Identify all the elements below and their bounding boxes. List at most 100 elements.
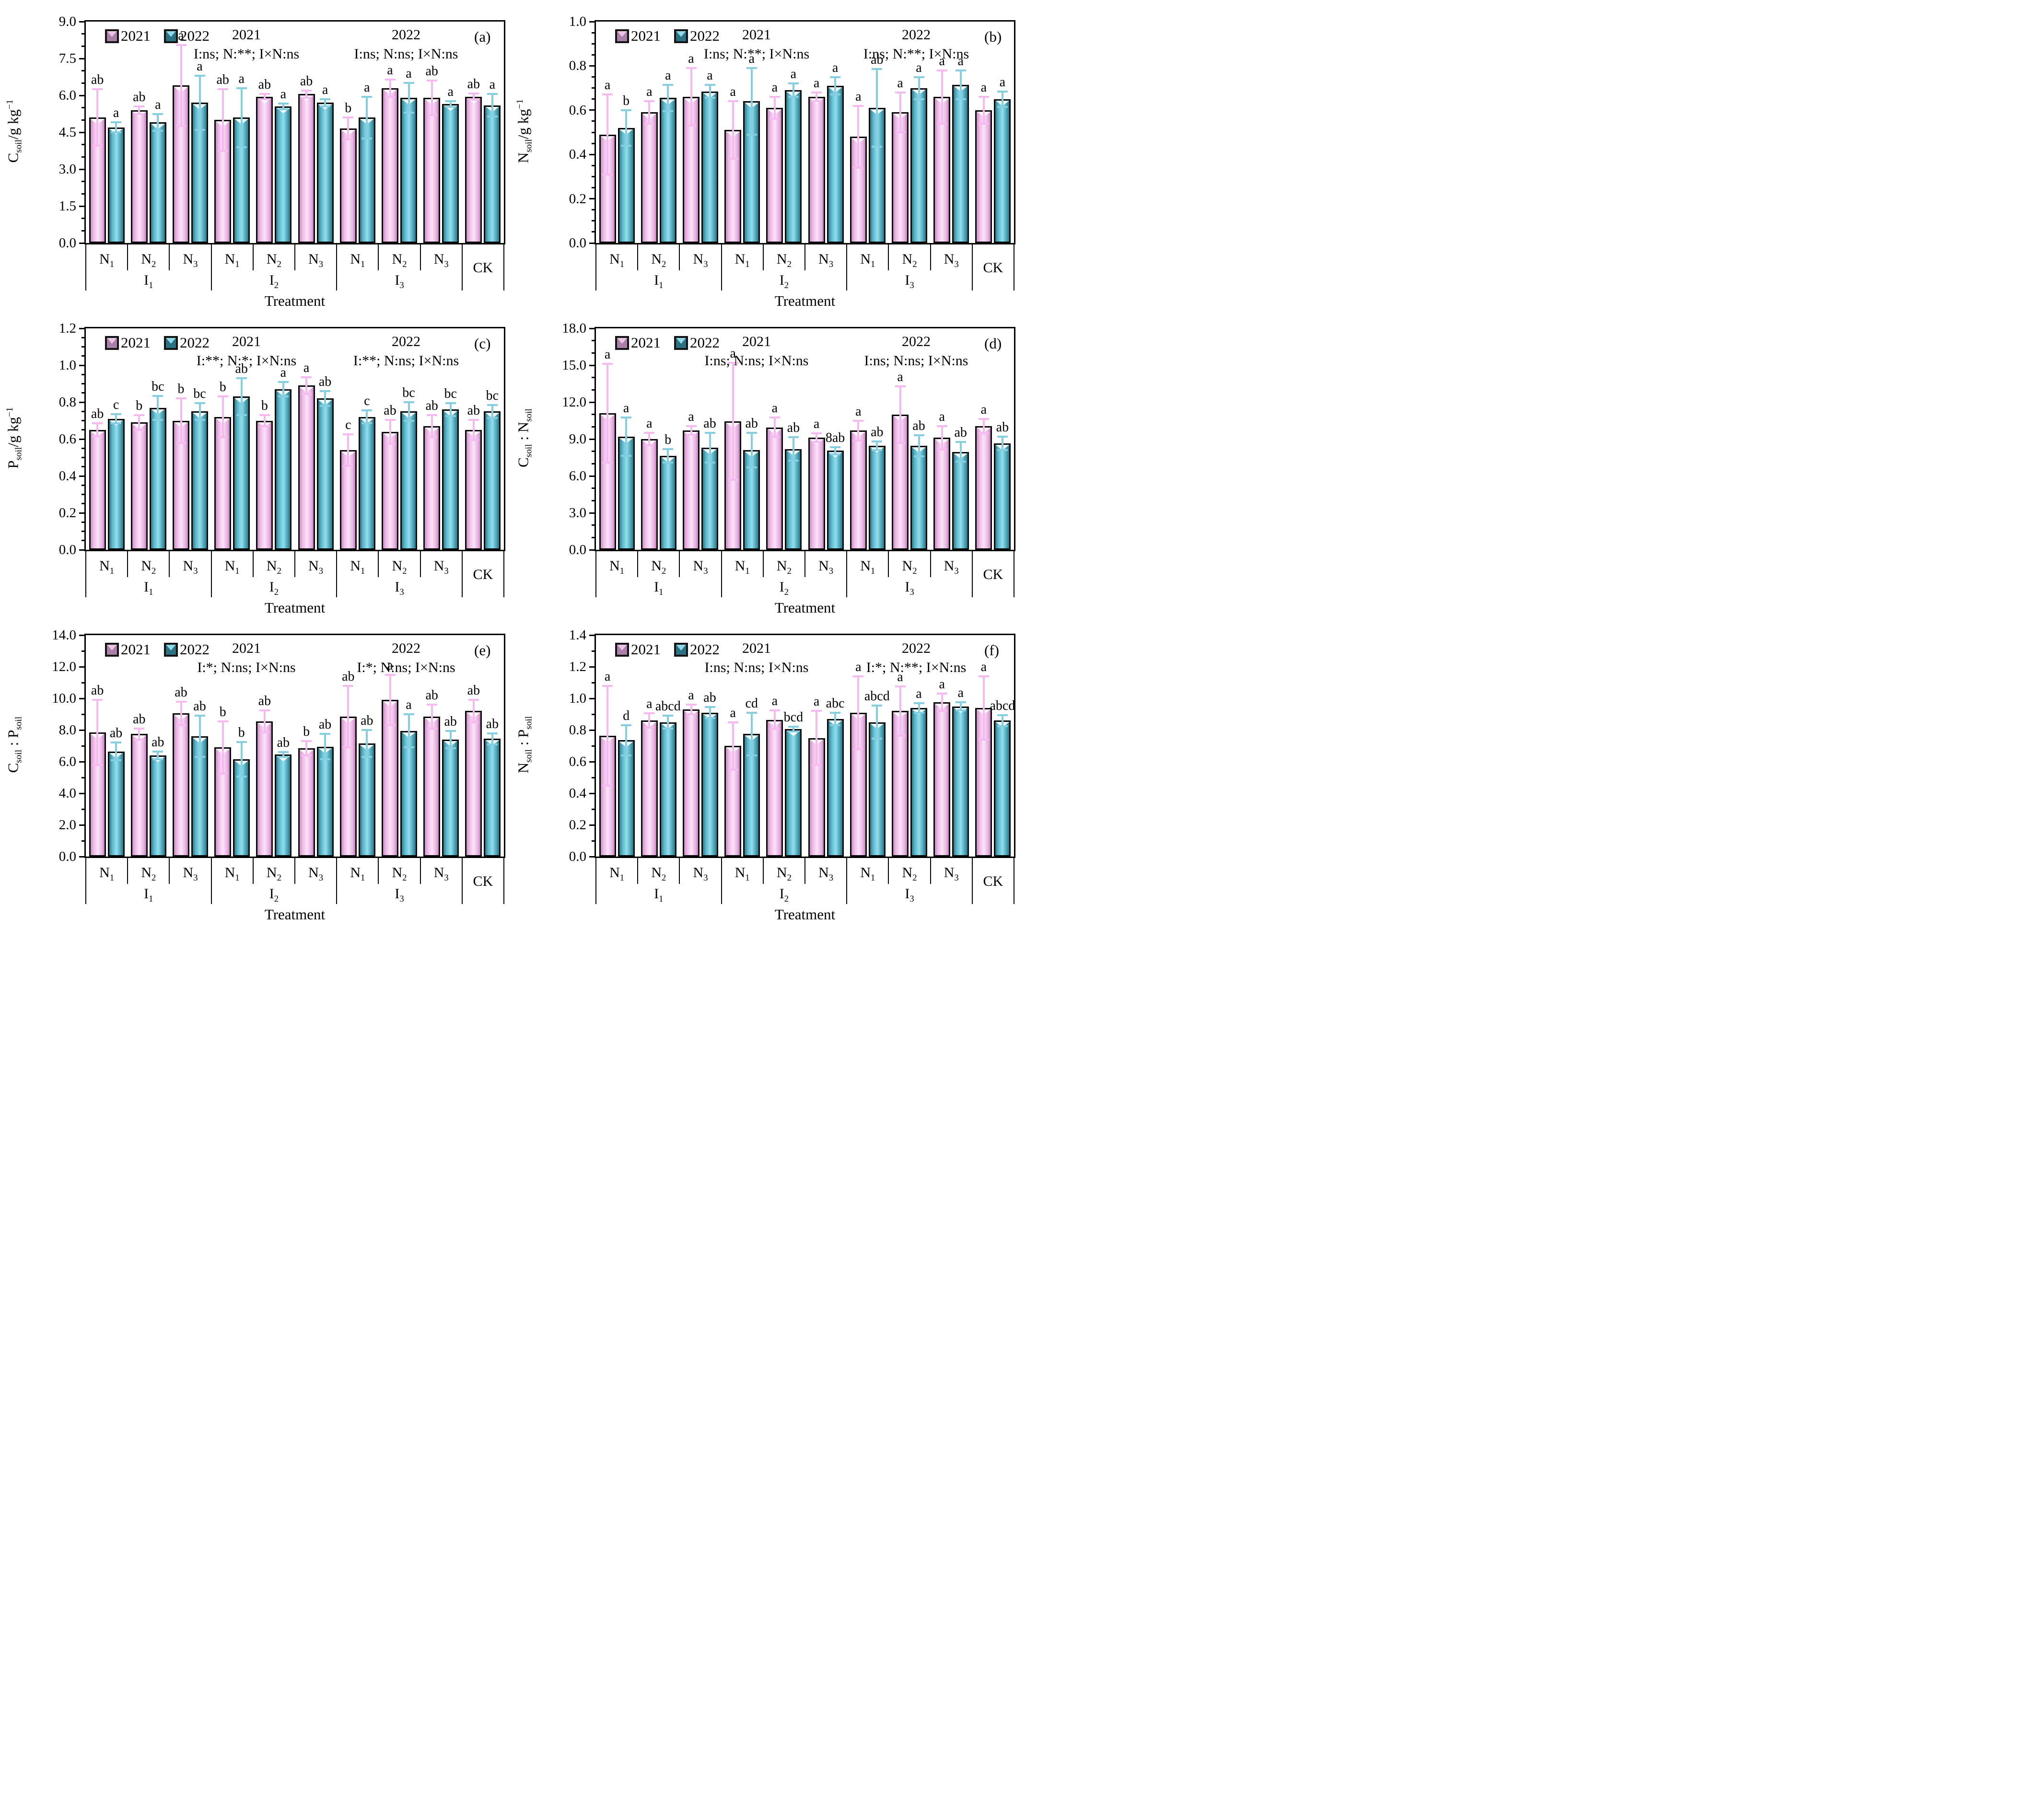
legend-swatch-2022 [164,336,178,350]
error-cap-top [997,90,1008,93]
y-major-tick [79,21,84,23]
label-part: 3 [828,566,834,576]
group-separator [461,244,463,290]
n-separator [169,551,170,577]
legend-label: 2021 [121,27,151,44]
error-cap-top [955,69,966,71]
label-part: 3 [703,873,708,883]
bar-2022-slot10 [994,99,1011,243]
error-cap-top [727,721,738,723]
error-bar-2022-slot1 [115,122,117,132]
y-major-tick [589,65,595,67]
label-part: 1 [360,259,365,269]
legend: 2021 2022 [105,334,223,351]
error-cap-top [978,417,989,420]
error-cap-bottom [830,724,841,727]
x-group-label-I1: I1 [125,272,173,291]
y-tick-label: 0.4 [58,468,76,484]
error-bar-2022-slot1 [115,414,117,424]
sig-label-2021-slot7: b [345,101,352,116]
error-cap-top [853,675,864,677]
error-cap-top [602,684,613,687]
x-label-N1: N1 [88,251,126,270]
sig-label-2022-slot2: bc [152,379,164,394]
error-cap-top [644,712,655,715]
error-bar-2021-slot1 [606,685,609,786]
bar-top-bevel [276,108,291,114]
x-label-N3: N3 [681,558,720,577]
bar-2021-slot2 [641,112,658,243]
label-part: N [350,558,361,574]
group-separator [595,551,596,597]
group-separator [503,551,504,597]
error-cap-bottom [217,150,228,152]
sig-label-2022-slot6: 8ab [825,430,845,445]
label-part: 3 [193,873,198,883]
label-part: soil [524,444,534,458]
error-cap-bottom [811,441,822,443]
sig-label-2022-slot1: c [113,397,119,413]
sig-label-2021-slot7: c [345,417,351,433]
bar-2021-slot6 [298,94,315,243]
y-major-tick [589,792,595,794]
label-part: 3 [318,566,324,576]
error-cap-bottom [621,754,632,756]
sig-label-2021-slot2: a [646,696,653,712]
bar-2022-slot1 [618,740,635,857]
y-major-tick [589,512,595,514]
label-part: 1 [870,259,875,269]
label-part: : [4,738,22,750]
error-bar-2022-slot5 [792,437,794,461]
error-cap-bottom [997,105,1008,108]
annotation-2022: 2022 I:ns; N:ns; I×N:ns [825,332,1007,371]
error-cap-top [259,709,270,711]
bar-2021-slot9 [933,702,951,857]
x-label-N2: N2 [765,251,803,270]
error-cap-bottom [259,731,270,733]
sig-label-2021-slot9: a [939,677,945,692]
label-part: 3 [954,566,959,576]
bar-2022-slot5 [275,754,292,857]
legend-item-2022: 2022 [164,27,210,45]
bar-2022-slot3 [191,411,208,550]
y-minor-tick [592,650,595,652]
label-part: : [514,432,532,444]
x-axis-title: Treatment [264,292,326,309]
bar-2022-slot10 [994,720,1011,857]
error-bar-2021-slot1 [606,364,609,463]
error-cap-bottom [320,405,331,407]
bar-2021-slot6 [298,748,315,857]
error-cap-top [259,93,270,95]
y-tick-label: 3.0 [58,162,76,177]
label-part: 3 [909,280,914,290]
label-part: I [905,579,910,595]
error-bar-2021-slot8 [389,79,391,97]
y-minor-tick [592,120,595,122]
bar-2022-slot6 [316,746,334,857]
error-cap-bottom [936,448,947,451]
x-group-label-I3: I3 [886,272,933,291]
bar-2022-slot2 [149,122,166,243]
error-cap-top [788,726,799,728]
x-label-N1: N1 [213,558,251,577]
x-label-N1: N1 [213,251,251,270]
error-cap-bottom [278,756,289,758]
error-cap-top [895,91,906,93]
x-label-N1: N1 [213,865,251,883]
bar-2021-slot2 [130,110,148,243]
label-part: : [514,737,532,750]
error-cap-bottom [487,417,498,419]
error-bar-2022-slot7 [366,730,368,757]
error-cap-bottom [236,776,247,778]
label-part: soil [524,716,534,730]
y-minor-tick [82,70,84,72]
bar-2021-slot3 [173,713,189,857]
sig-label-2021-slot10: a [980,659,987,674]
x-label-N2: N2 [255,865,293,883]
y-tick-label: 1.0 [58,358,76,373]
y-major-tick [79,94,84,96]
bar-2022-slot2 [659,98,676,243]
error-cap-bottom [746,133,757,136]
error-cap-top [361,409,373,412]
sig-label-2022-slot7: a [364,80,370,95]
